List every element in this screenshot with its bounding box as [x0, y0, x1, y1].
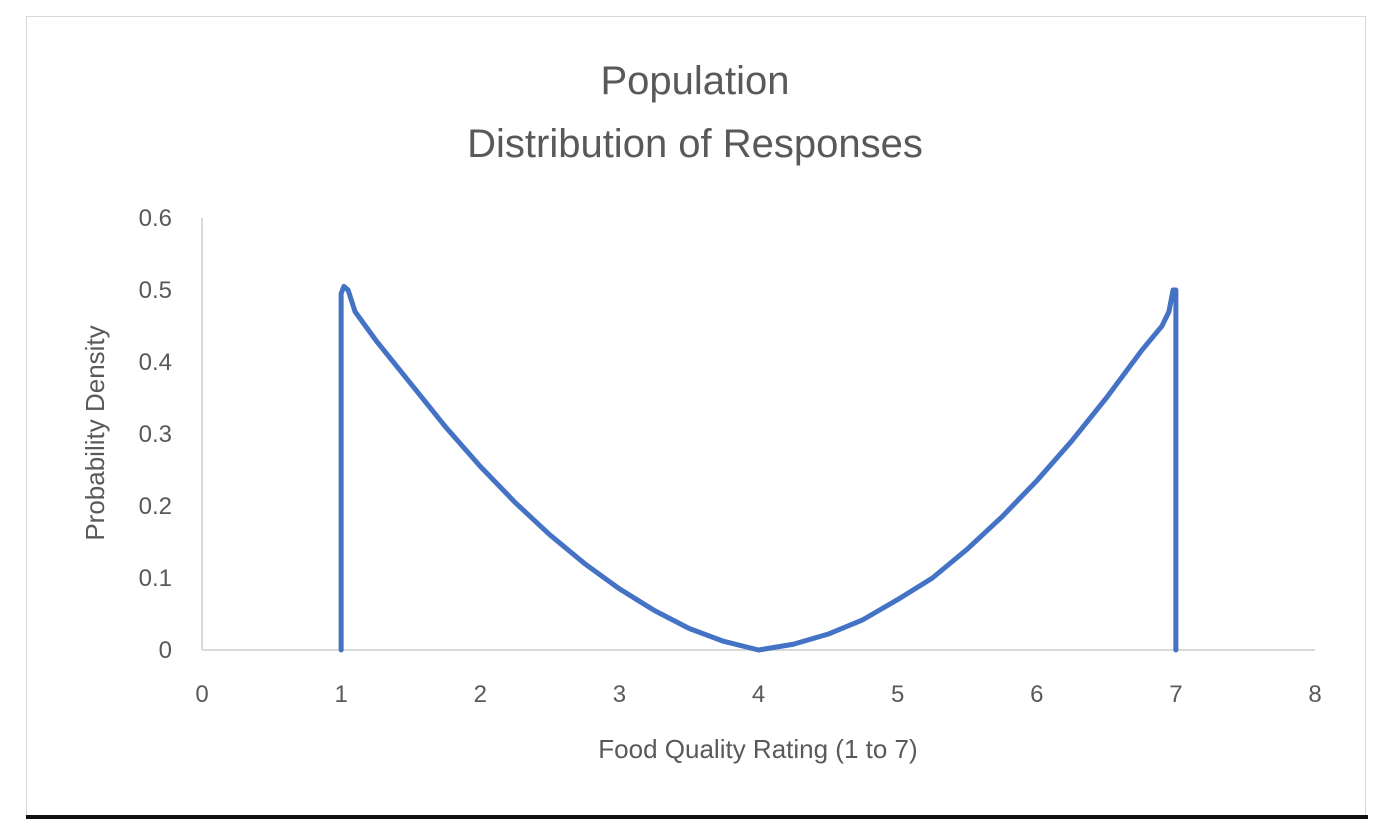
chart-title-line-2: Distribution of Responses: [467, 122, 923, 166]
x-tick-labels: 0 1 2 3 4 5 6 7 8: [195, 681, 1321, 708]
x-tick-label: 6: [1030, 681, 1043, 708]
x-tick-label: 8: [1308, 681, 1321, 708]
y-tick-label: 0.5: [139, 277, 172, 304]
y-tick-label: 0.6: [139, 205, 172, 232]
y-tick-label: 0.3: [139, 421, 172, 448]
y-tick-labels: 0 0.1 0.2 0.3 0.4 0.5 0.6: [139, 205, 172, 664]
x-tick-label: 4: [752, 681, 765, 708]
x-tick-label: 0: [195, 681, 208, 708]
y-tick-label: 0.2: [139, 493, 172, 520]
x-tick-label: 5: [891, 681, 904, 708]
y-tick-label: 0.1: [139, 565, 172, 592]
y-axis-title: Probability Density: [80, 325, 110, 540]
x-tick-label: 7: [1169, 681, 1182, 708]
x-tick-label: 1: [334, 681, 347, 708]
series-layer: [338, 283, 1179, 653]
y-tick-label: 0.4: [139, 349, 172, 376]
chart-area: [26, 16, 1366, 816]
series-line-density: [338, 283, 1179, 653]
chart-title-line-1: Population: [600, 59, 789, 103]
y-tick-label: 0: [159, 637, 172, 664]
x-tick-label: 2: [474, 681, 487, 708]
bottom-divider: [26, 815, 1368, 819]
x-tick-label: 3: [613, 681, 626, 708]
x-axis-title: Food Quality Rating (1 to 7): [598, 734, 917, 764]
